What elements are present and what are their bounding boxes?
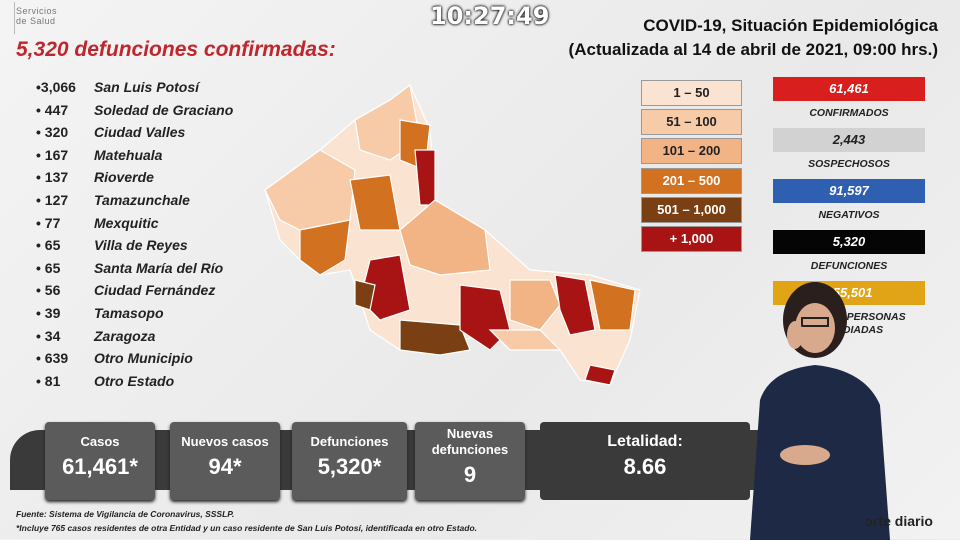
death-count: • 137 [36, 169, 69, 186]
municipality-name: Santa María del Río [94, 259, 224, 276]
municipality-name: Zaragoza [94, 327, 156, 344]
logo-line: de Salud [16, 16, 56, 26]
municipality-name: Otro Estado [94, 372, 175, 389]
card-value: 94* [208, 454, 242, 479]
death-count: • 81 [36, 372, 61, 389]
map-region [264, 149, 356, 231]
municipality-name: Tamasopo [94, 304, 164, 321]
municipality-row: •3,066 San Luis Potosí [36, 79, 233, 102]
municipality-name: Mexquitic [94, 214, 159, 231]
card-value: 8.66 [623, 454, 667, 479]
legend-item: 51 – 100 [641, 109, 742, 136]
card-label: Casos [80, 434, 120, 449]
municipality-name: Tamazunchale [94, 191, 190, 208]
stat-value: 155,501 [773, 281, 925, 305]
municipality-row: • 65 Villa de Reyes [36, 237, 233, 260]
card-label: Defunciones [310, 434, 389, 449]
card-value: 9 [463, 462, 477, 487]
map-region [554, 274, 596, 336]
municipality-row: • 81 Otro Estado [36, 373, 233, 396]
stat-value: 2,443 [773, 128, 925, 152]
municipality-name: Ciudad Valles [94, 124, 186, 141]
municipality-row: • 65 Santa María del Río [36, 260, 233, 283]
map-region [399, 199, 491, 276]
death-count: • 320 [36, 124, 69, 141]
report-title: COVID-19, Situación Epidemiológica (Actua… [569, 14, 938, 62]
municipality-row: • 447 Soledad de Graciano [36, 102, 233, 125]
summary-card: Nuevos casos 94* [170, 422, 280, 500]
summary-card: Nuevas defunciones 9 [415, 422, 525, 500]
death-count: • 65 [36, 259, 61, 276]
clock-overlay: 10:27:49 [430, 2, 550, 30]
title-line-2: (Actualizada al 14 de abril de 2021, 09:… [568, 40, 938, 59]
stat-value: 5,320 [773, 230, 925, 254]
logo-divider [14, 2, 15, 34]
death-count: • 447 [36, 101, 69, 118]
death-count: • 167 [36, 146, 69, 163]
map-region [584, 364, 616, 386]
death-count: • 77 [36, 214, 61, 231]
card-value: 5,320* [317, 454, 382, 479]
stat-value: 91,597 [773, 179, 925, 203]
stat-value: 61,461 [773, 77, 925, 101]
card-label: Nuevos casos [181, 434, 269, 449]
stat-label: SOSPECHOSOS [808, 158, 890, 170]
municipality-row: • 56 Ciudad Fernández [36, 282, 233, 305]
legend-item: + 1,000 [641, 225, 742, 252]
note-footnote: *Incluye 765 casos residentes de otra En… [16, 523, 478, 533]
deaths-by-municipality-list: •3,066 San Luis Potosí • 447 Soledad de Gra… [36, 79, 233, 395]
summary-card: Casos 61,461* [45, 422, 155, 500]
logo-line: Servicios [16, 6, 58, 16]
municipality-row: • 167 Matehuala [36, 147, 233, 170]
summary-stats: 61,461 CONFIRMADOS 2,443 SOSPECHOSOS 91,597 N… [773, 77, 925, 337]
source-footnote: Fuente: Sistema de Vigilancia de Coronav… [16, 509, 235, 519]
title-line-1: COVID-19, Situación Epidemiológica [643, 16, 938, 35]
municipality-row: • 127 Tamazunchale [36, 192, 233, 215]
deaths-headline: 5,320 defunciones confirmadas: [16, 38, 336, 61]
stat-label: NEGATIVOS [818, 209, 880, 221]
map-region [399, 319, 471, 356]
municipality-row: • 137 Rioverde [36, 169, 233, 192]
report-label: Reporte diario [838, 513, 933, 529]
death-count: • 127 [36, 191, 69, 208]
card-value: 61,461* [62, 454, 138, 479]
stat-label: DEFUNCIONES [810, 260, 888, 272]
municipality-name: Ciudad Fernández [94, 282, 216, 299]
card-label: Nuevas defunciones [431, 426, 509, 457]
summary-card: Letalidad: 8.66 [540, 422, 750, 500]
death-count: • 56 [36, 282, 61, 299]
map-region [509, 279, 561, 331]
municipality-name: San Luis Potosí [94, 79, 200, 95]
legend-item: 1 – 50 [641, 80, 742, 106]
servicios-de-salud-logo: Servicios de Salud [16, 6, 57, 26]
sign-language-interpreter [750, 282, 890, 540]
map-region [299, 219, 351, 276]
municipality-name: Rioverde [94, 169, 154, 186]
map-region [488, 329, 562, 351]
municipality-name: Matehuala [94, 146, 163, 163]
legend-item: 201 – 500 [641, 167, 742, 194]
map-region [354, 279, 376, 311]
municipality-name: Villa de Reyes [94, 237, 188, 254]
municipality-name: Soledad de Graciano [94, 101, 234, 118]
municipality-name: Otro Municipio [94, 350, 193, 367]
death-count: • 34 [36, 327, 61, 344]
municipality-row: • 34 Zaragoza [36, 328, 233, 351]
summary-card: Defunciones 5,320* [292, 422, 407, 500]
death-count: •3,066 [36, 79, 76, 95]
municipality-row: • 639 Otro Municipio [36, 350, 233, 373]
death-count: • 639 [36, 350, 69, 367]
color-legend: 1 – 50 51 – 100 101 – 200 201 – 500 501 – 1,… [641, 80, 742, 255]
death-count: • 39 [36, 304, 61, 321]
card-label: Letalidad: [607, 433, 683, 450]
death-count: • 65 [36, 237, 61, 254]
map-region [589, 279, 636, 331]
state-map [264, 83, 641, 386]
municipality-row: • 320 Ciudad Valles [36, 124, 233, 147]
municipality-row: • 39 Tamasopo [36, 305, 233, 328]
legend-item: 501 – 1,000 [641, 196, 742, 223]
legend-item: 101 – 200 [641, 138, 742, 165]
municipality-row: • 77 Mexquitic [36, 215, 233, 238]
stat-label: CONFIRMADOS [809, 107, 889, 119]
